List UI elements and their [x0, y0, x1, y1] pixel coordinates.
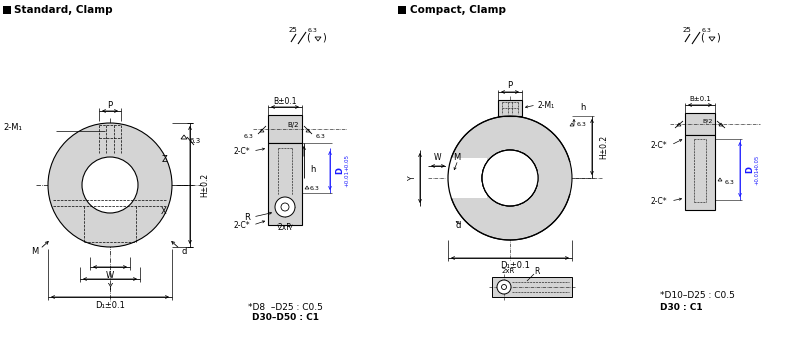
- Text: +0.05: +0.05: [345, 154, 349, 171]
- Bar: [3, 6, 11, 14]
- Text: d: d: [456, 220, 460, 229]
- Text: Z: Z: [161, 154, 167, 163]
- Text: D₁±0.1: D₁±0.1: [500, 262, 530, 271]
- Text: Standard, Clamp: Standard, Clamp: [14, 5, 113, 15]
- Text: (: (: [306, 33, 310, 43]
- Text: Y: Y: [108, 282, 113, 292]
- Text: X: X: [492, 193, 498, 203]
- Text: 2-C*: 2-C*: [650, 141, 667, 150]
- Text: D30–D50 : C1: D30–D50 : C1: [252, 313, 319, 323]
- Bar: [268, 143, 302, 225]
- Text: P: P: [108, 100, 113, 110]
- Text: R: R: [244, 213, 250, 221]
- Text: B/2: B/2: [702, 119, 712, 123]
- Text: 6.3: 6.3: [316, 134, 326, 140]
- Text: B±0.1: B±0.1: [689, 96, 711, 102]
- Text: D30 : C1: D30 : C1: [660, 304, 703, 312]
- Text: M: M: [31, 247, 38, 256]
- Text: ): ): [322, 33, 326, 43]
- Circle shape: [448, 116, 572, 240]
- Bar: [398, 6, 406, 14]
- Text: 6.3: 6.3: [190, 138, 201, 144]
- Text: 2xR: 2xR: [278, 222, 292, 232]
- Text: H±0.2: H±0.2: [201, 173, 209, 197]
- Text: 6.3: 6.3: [310, 186, 320, 191]
- Text: B±0.1: B±0.1: [273, 96, 297, 105]
- Text: D₁±0.1: D₁±0.1: [95, 301, 125, 309]
- Circle shape: [482, 150, 538, 206]
- Text: 2-C*: 2-C*: [234, 220, 250, 229]
- Bar: [268, 115, 302, 143]
- Text: *D8  –D25 : C0.5: *D8 –D25 : C0.5: [248, 303, 323, 311]
- Text: +0.05: +0.05: [755, 154, 759, 171]
- Circle shape: [48, 123, 172, 247]
- Circle shape: [482, 150, 538, 206]
- Text: h: h: [310, 165, 316, 175]
- Text: ): ): [716, 33, 720, 43]
- Text: Z: Z: [519, 153, 525, 162]
- Text: M: M: [453, 153, 460, 162]
- Text: 2xR: 2xR: [502, 268, 515, 274]
- Text: 2-M₁: 2-M₁: [3, 123, 22, 132]
- Text: +0.01: +0.01: [755, 168, 759, 185]
- Text: 2-C*: 2-C*: [234, 147, 250, 155]
- Text: Compact, Clamp: Compact, Clamp: [410, 5, 506, 15]
- Text: h: h: [580, 103, 586, 113]
- Text: 6.3: 6.3: [243, 134, 253, 140]
- Text: (: (: [700, 33, 704, 43]
- Bar: [446, 158, 487, 198]
- Circle shape: [497, 280, 511, 294]
- Text: 25: 25: [289, 27, 297, 33]
- Text: 2-C*: 2-C*: [650, 196, 667, 206]
- Text: W: W: [434, 153, 442, 162]
- Bar: [498, 100, 522, 116]
- Text: *D10–D25 : C0.5: *D10–D25 : C0.5: [660, 290, 735, 300]
- Text: 2-M₁: 2-M₁: [537, 100, 554, 110]
- Text: B/2: B/2: [287, 122, 298, 128]
- Text: 6.3: 6.3: [725, 180, 735, 184]
- Text: P: P: [508, 81, 512, 90]
- Text: 6.3: 6.3: [308, 29, 318, 33]
- Text: 6.3: 6.3: [577, 122, 587, 126]
- Text: d: d: [182, 247, 187, 256]
- Text: H±0.2: H±0.2: [600, 135, 608, 159]
- Text: 6.3: 6.3: [702, 29, 712, 33]
- Text: R: R: [534, 267, 540, 276]
- Text: +0.01: +0.01: [345, 170, 349, 187]
- Text: D: D: [745, 166, 755, 173]
- Text: X: X: [161, 207, 167, 215]
- Text: Y: Y: [408, 176, 416, 180]
- Text: W: W: [106, 271, 114, 279]
- Circle shape: [82, 157, 138, 213]
- Bar: [492, 277, 572, 297]
- Bar: [685, 135, 715, 210]
- Circle shape: [275, 197, 295, 217]
- Bar: [685, 113, 715, 135]
- Text: 25: 25: [682, 27, 691, 33]
- Text: D: D: [335, 167, 345, 174]
- Circle shape: [501, 284, 507, 289]
- Circle shape: [281, 203, 289, 211]
